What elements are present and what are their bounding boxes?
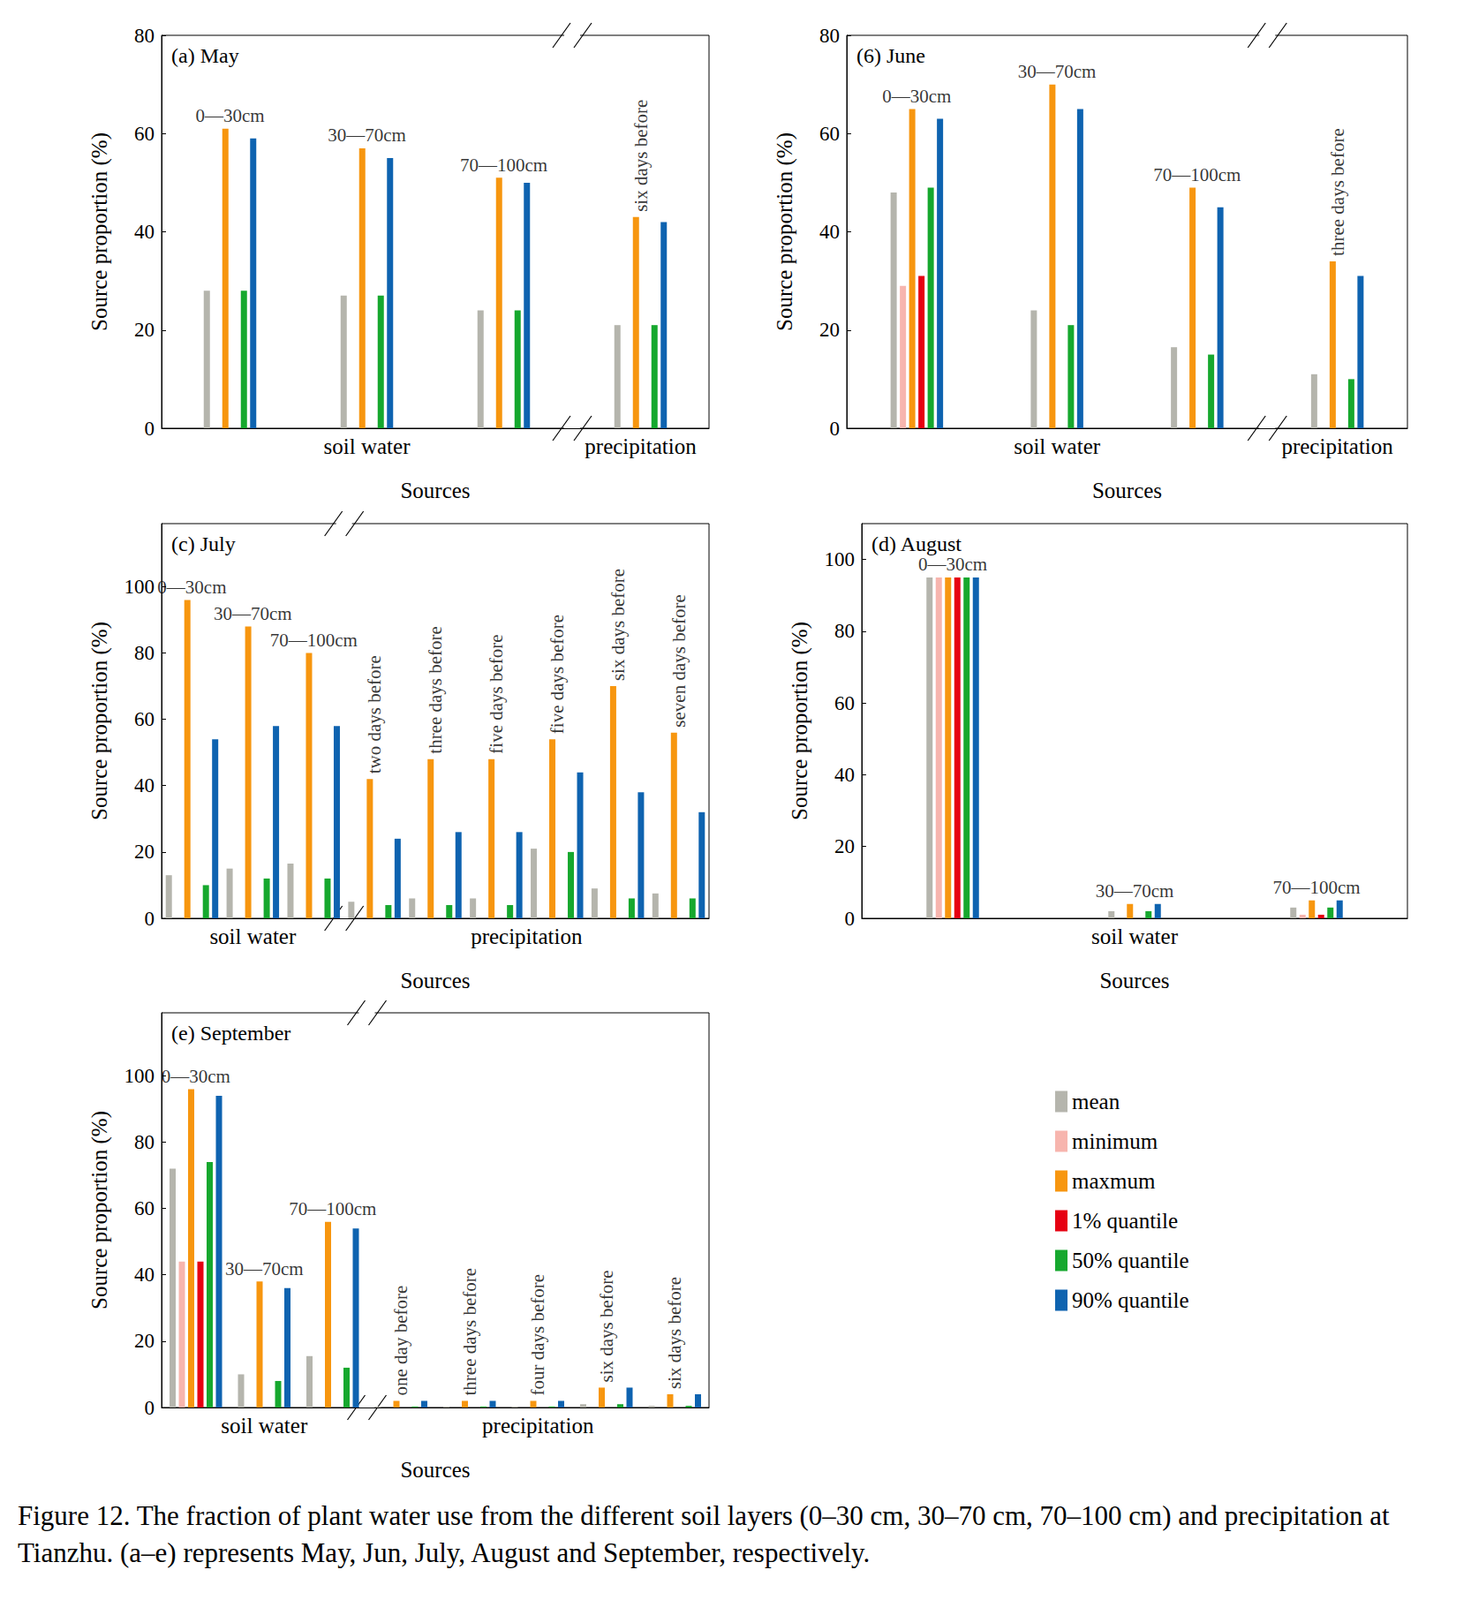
svg-text:five days before: five days before [485,633,507,754]
svg-text:soil water: soil water [209,924,297,949]
svg-text:40: 40 [819,220,840,243]
svg-text:six days before: six days before [663,1276,686,1389]
svg-text:40: 40 [134,1263,155,1286]
svg-text:80: 80 [134,24,155,47]
svg-text:six days before: six days before [595,1269,618,1382]
svg-text:90% quantile: 90% quantile [1071,1288,1190,1313]
svg-text:30—70cm: 30—70cm [225,1258,304,1280]
svg-text:70—100cm: 70—100cm [460,154,548,176]
svg-text:30—70cm: 30—70cm [1095,880,1175,902]
svg-text:maxmum: maxmum [1071,1169,1156,1193]
svg-text:Source proportion (%): Source proportion (%) [87,132,113,332]
svg-text:0: 0 [144,417,156,440]
svg-text:60: 60 [834,692,855,715]
svg-text:50% quantile: 50% quantile [1071,1248,1190,1273]
svg-text:three days before: three days before [1327,128,1349,257]
svg-text:soil water: soil water [1091,924,1179,949]
svg-text:(d) August: (d) August [871,532,962,556]
svg-text:five days before: five days before [546,614,568,734]
svg-text:soil water: soil water [1013,434,1102,459]
svg-text:(6) June: (6) June [856,44,926,68]
svg-text:precipitation: precipitation [584,434,697,459]
svg-text:three days before: three days before [459,1267,481,1396]
svg-text:20: 20 [134,1329,155,1352]
svg-text:30—70cm: 30—70cm [327,124,407,146]
svg-text:80: 80 [134,1131,155,1154]
svg-text:precipitation: precipitation [470,924,583,949]
svg-text:(e) September: (e) September [171,1021,291,1045]
svg-text:40: 40 [134,220,155,243]
svg-text:(a) May: (a) May [171,44,240,68]
svg-text:20: 20 [134,840,155,863]
svg-text:precipitation: precipitation [1281,434,1394,459]
svg-text:0: 0 [844,907,856,930]
svg-text:100: 100 [124,575,156,598]
svg-text:20: 20 [834,835,855,858]
svg-text:0: 0 [144,1396,156,1419]
svg-text:one day before: one day before [390,1285,412,1396]
svg-text:soil water: soil water [324,434,412,459]
svg-text:Sources: Sources [399,478,470,503]
svg-text:40: 40 [134,774,155,797]
svg-text:Source proportion (%): Source proportion (%) [87,621,113,821]
svg-text:two days before: two days before [363,655,385,774]
svg-text:100: 100 [824,548,856,571]
svg-text:six days before: six days before [630,99,652,212]
svg-text:0: 0 [829,417,841,440]
svg-text:six days before: six days before [607,568,629,681]
svg-text:minimum: minimum [1071,1129,1159,1154]
svg-text:60: 60 [134,708,155,731]
svg-text:20: 20 [134,318,155,341]
svg-text:Source proportion (%): Source proportion (%) [87,1110,113,1310]
svg-text:0—30cm: 0—30cm [195,105,265,127]
svg-text:80: 80 [819,24,840,47]
svg-text:30—70cm: 30—70cm [213,603,293,625]
svg-text:70—100cm: 70—100cm [288,1198,377,1220]
svg-text:mean: mean [1071,1089,1121,1114]
svg-text:(c) July: (c) July [171,532,236,556]
svg-text:60: 60 [819,122,840,145]
svg-text:80: 80 [834,619,855,642]
svg-text:Sources: Sources [399,1457,470,1482]
svg-text:1% quantile: 1% quantile [1071,1208,1178,1233]
svg-text:seven days before: seven days before [668,594,690,727]
svg-text:0—30cm: 0—30cm [161,1065,231,1087]
svg-text:soil water: soil water [220,1413,309,1438]
svg-text:20: 20 [819,318,840,341]
svg-text:Sources: Sources [399,968,470,993]
svg-text:precipitation: precipitation [482,1413,595,1438]
svg-text:three days before: three days before [424,626,446,755]
svg-text:Sources: Sources [1092,478,1162,503]
svg-text:70—100cm: 70—100cm [1153,164,1241,186]
svg-text:four days before: four days before [527,1274,549,1396]
svg-text:60: 60 [134,1197,155,1220]
svg-text:70—100cm: 70—100cm [270,629,358,651]
svg-text:80: 80 [134,641,155,664]
svg-text:Source proportion (%): Source proportion (%) [787,621,813,821]
svg-text:0—30cm: 0—30cm [882,85,951,107]
svg-text:Sources: Sources [1099,968,1170,993]
html-text:Figure 12. The fraction of pla: Figure 12. The fraction of plant water u… [17,1500,1390,1568]
svg-text:60: 60 [134,122,155,145]
svg-text:0—30cm: 0—30cm [157,576,227,598]
svg-text:40: 40 [834,763,855,786]
svg-text:70—100cm: 70—100cm [1272,876,1360,898]
svg-text:0—30cm: 0—30cm [918,553,988,575]
svg-text:100: 100 [124,1064,156,1087]
svg-text:30—70cm: 30—70cm [1018,60,1097,83]
svg-text:Source proportion (%): Source proportion (%) [772,132,798,332]
svg-text:0: 0 [144,907,156,930]
